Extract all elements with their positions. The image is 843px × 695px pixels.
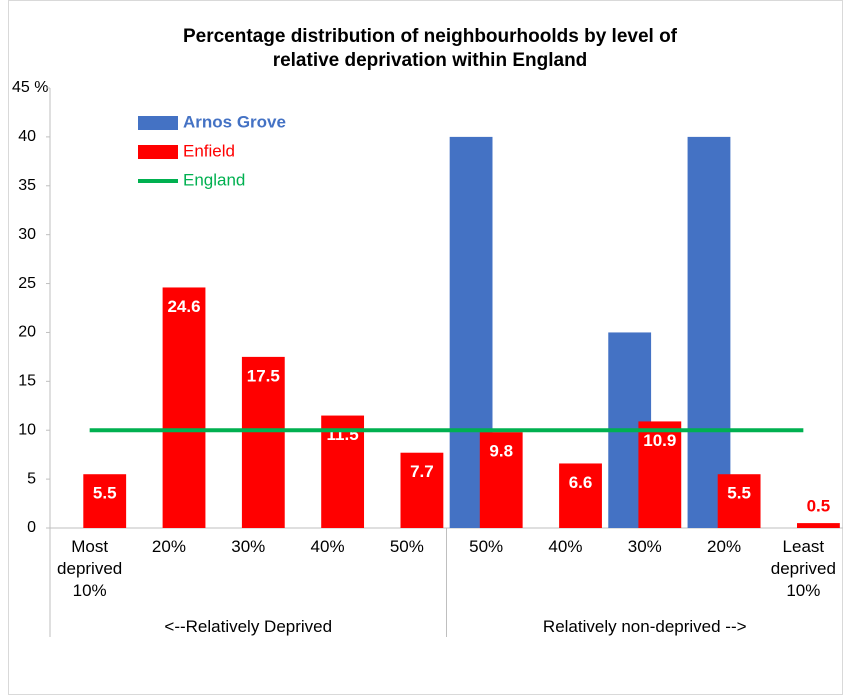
x-tick-label: 40%	[310, 537, 345, 556]
legend-swatch	[138, 116, 178, 130]
data-label: 7.7	[410, 462, 434, 481]
data-label: 10.9	[643, 431, 676, 450]
bar	[321, 415, 365, 528]
data-label: 11.5	[327, 425, 359, 444]
x-tick-label: 30%	[627, 537, 662, 556]
legend-label: Arnos Grove	[183, 112, 286, 131]
y-tick-label: 45 %	[12, 79, 48, 96]
x-tick-label: 50%	[469, 537, 504, 556]
bar	[479, 432, 523, 528]
x-tick-label: 20%	[151, 537, 186, 556]
bar	[83, 474, 127, 528]
data-label: 9.8	[489, 442, 513, 461]
data-label: 6.6	[569, 473, 593, 492]
group-label: <--Relatively Deprived	[164, 617, 333, 636]
y-tick-label: 5	[27, 470, 36, 487]
bar	[797, 523, 840, 528]
y-tick-label: 10	[18, 421, 36, 438]
bar	[400, 452, 444, 528]
y-tick-label: 35	[18, 177, 36, 194]
legend-label: England	[183, 170, 245, 189]
x-tick-label: 50%	[389, 537, 424, 556]
y-tick-label: 30	[18, 226, 36, 243]
legend-swatch	[138, 145, 178, 159]
legend-label: Enfield	[183, 141, 235, 160]
data-label: 24.6	[167, 297, 200, 316]
y-tick-label: 0	[27, 519, 36, 536]
chart-title: Percentage distribution of neighbourhool…	[183, 26, 678, 47]
group-label: Relatively non-deprived -->	[542, 617, 747, 636]
data-label: 17.5	[247, 366, 280, 385]
y-tick-label: 25	[18, 275, 36, 292]
bar	[559, 463, 602, 528]
bar	[162, 287, 206, 528]
y-tick-label: 40	[18, 128, 36, 145]
y-tick-label: 20	[18, 324, 36, 341]
x-tick-label: 20%	[707, 537, 742, 556]
data-label: 0.5	[807, 497, 831, 516]
data-label: 5.5	[93, 484, 117, 503]
data-label: 5.5	[727, 484, 751, 503]
bar	[638, 421, 682, 528]
bar	[241, 356, 285, 528]
x-tick-label: 40%	[548, 537, 583, 556]
y-tick-label: 15	[18, 373, 36, 390]
x-tick-label: 30%	[231, 537, 266, 556]
bar	[687, 136, 731, 528]
chart-title: relative deprivation within England	[273, 50, 588, 71]
x-tick-label: Least deprived 10%	[770, 537, 836, 600]
x-tick-label: Most deprived 10%	[57, 537, 123, 600]
bar	[717, 474, 761, 528]
